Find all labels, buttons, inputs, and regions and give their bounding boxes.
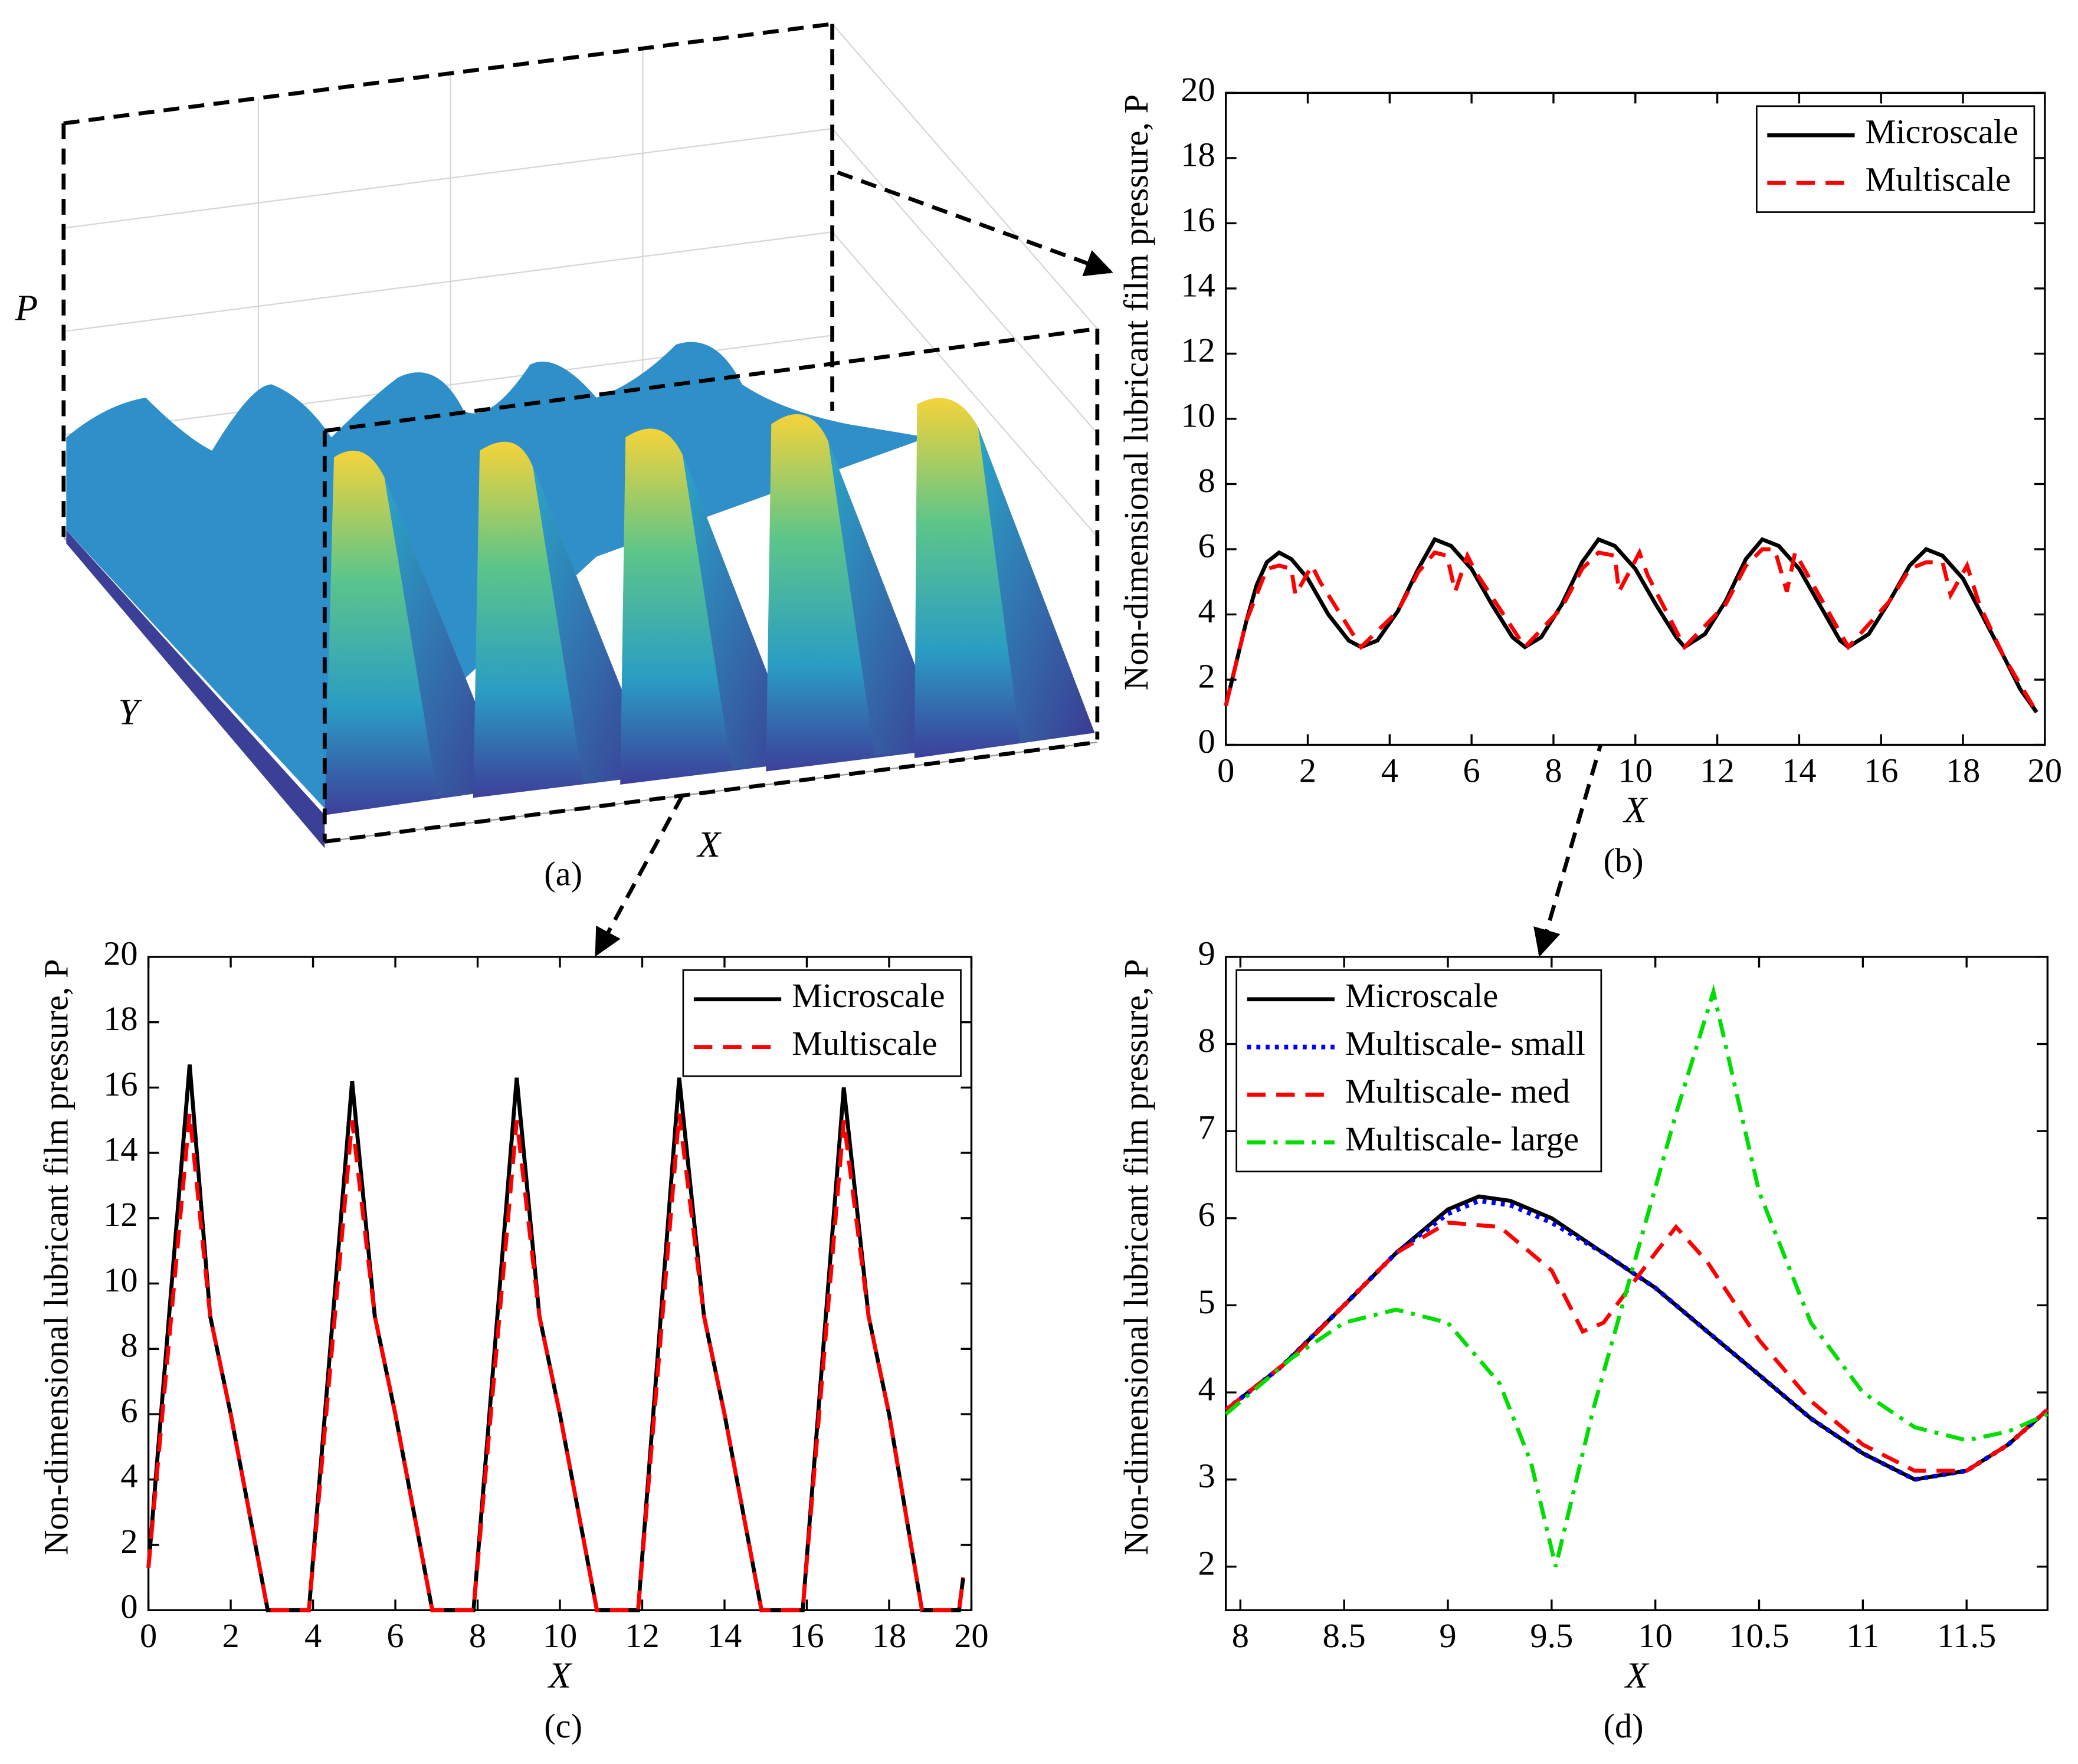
y-tick-label: 18 <box>103 999 137 1038</box>
x-tick-label: 11.5 <box>1937 1617 1996 1655</box>
series-line <box>1224 537 2038 714</box>
y-tick-label: 2 <box>1198 1544 1215 1582</box>
x-tick-label: 14 <box>707 1617 742 1655</box>
y-tick-label: 7 <box>1198 1109 1215 1147</box>
legend-label: Microscale <box>792 976 945 1015</box>
y-tick-label: 3 <box>1198 1457 1215 1495</box>
series-group <box>146 1064 965 1612</box>
legend-box <box>1755 105 2036 213</box>
z-axis-label: P <box>15 287 38 328</box>
y-tick-label: 2 <box>1198 657 1215 695</box>
legend: Microscale Multiscale- small Multiscale- m… <box>1235 969 1602 1173</box>
legend: Microscale Multiscale <box>682 969 962 1077</box>
y-axis-label: Non-dimensional lubricant film pressure,… <box>37 959 75 1555</box>
x-tick-label: 12 <box>1700 751 1734 789</box>
legend-label: Multiscale <box>1866 160 2011 199</box>
legend-label: Multiscale- large <box>1345 1120 1579 1158</box>
y-tick-label: 18 <box>1181 135 1215 173</box>
y-tick-label: 20 <box>103 934 137 972</box>
legend-label: Microscale <box>1345 976 1498 1015</box>
legend-label: Multiscale <box>792 1024 937 1063</box>
legend-box <box>1235 969 1602 1173</box>
x-tick-label: 10.5 <box>1729 1617 1789 1655</box>
x-tick-label: 9 <box>1439 1617 1456 1655</box>
y-axis-label: Y <box>118 691 142 733</box>
series-line <box>1224 1220 2049 1473</box>
series-line <box>146 1113 965 1612</box>
x-tick-label: 6 <box>386 1617 404 1655</box>
x-tick-label: 2 <box>222 1617 239 1655</box>
x-axis-label: X <box>1624 1655 1650 1696</box>
y-tick-label: 10 <box>1181 396 1215 434</box>
panel-a-surface <box>61 22 1100 848</box>
x-tick-label: 20 <box>2028 751 2062 789</box>
x-tick-label: 16 <box>1864 751 1898 789</box>
x-tick-label: 8 <box>1232 1617 1249 1655</box>
x-tick-label: 11 <box>1846 1617 1879 1655</box>
y-tick-label: 12 <box>103 1195 137 1234</box>
y-tick-label: 14 <box>1181 265 1215 304</box>
y-tick-label: 14 <box>103 1130 137 1169</box>
y-tick-label: 8 <box>1198 461 1215 500</box>
y-tick-label: 2 <box>120 1522 137 1560</box>
x-tick-label: 12 <box>625 1617 659 1655</box>
x-tick-label: 8 <box>1545 751 1562 789</box>
x-tick-label: 18 <box>872 1617 906 1655</box>
y-tick-label: 4 <box>120 1457 137 1495</box>
legend-box <box>682 969 962 1077</box>
x-tick-label: 18 <box>1946 751 1980 789</box>
series-line <box>1224 547 2038 713</box>
x-tick-label: 8.5 <box>1323 1617 1366 1655</box>
x-tick-label: 10 <box>543 1617 577 1655</box>
legend-label: Multiscale- small <box>1345 1024 1585 1063</box>
y-axis-label: Non-dimensional lubricant film pressure,… <box>1117 94 1155 690</box>
series-line <box>1224 983 2048 1568</box>
y-tick-label: 12 <box>1181 331 1215 369</box>
x-tick-label: 10 <box>1618 751 1653 789</box>
y-axis-label: Non-dimensional lubricant film pressure,… <box>1117 959 1155 1555</box>
y-tick-label: 16 <box>103 1065 137 1103</box>
x-tick-label: 6 <box>1463 751 1480 789</box>
series-group <box>1224 983 2049 1568</box>
x-tick-label: 0 <box>140 1617 157 1655</box>
x-tick-label: 16 <box>789 1617 824 1655</box>
y-tick-label: 8 <box>1198 1021 1215 1060</box>
y-tick-label: 4 <box>1198 1370 1215 1408</box>
caption: (c) <box>544 1707 582 1745</box>
y-tick-label: 5 <box>1198 1283 1215 1321</box>
y-tick-label: 9 <box>1198 934 1215 972</box>
x-tick-label: 9.5 <box>1530 1617 1573 1655</box>
y-tick-label: 6 <box>1198 1195 1215 1234</box>
x-axis-label: X <box>547 1655 573 1696</box>
x-tick-label: 4 <box>1381 751 1398 789</box>
y-tick-label: 8 <box>120 1326 137 1365</box>
x-tick-label: 2 <box>1299 751 1316 789</box>
y-tick-label: 10 <box>103 1261 137 1299</box>
x-tick-label: 4 <box>304 1617 322 1655</box>
legend-label: Multiscale- med <box>1345 1072 1570 1110</box>
y-tick-label: 20 <box>1181 70 1215 109</box>
y-tick-label: 16 <box>1181 201 1215 239</box>
x-tick-label: 0 <box>1217 751 1234 789</box>
legend-label: Microscale <box>1866 113 2018 151</box>
x-tick-label: 8 <box>469 1617 486 1655</box>
x-axis-label: X <box>1623 789 1648 831</box>
caption: (a) <box>544 855 582 893</box>
x-tick-label: 20 <box>954 1617 988 1655</box>
x-axis-label: X <box>696 824 722 865</box>
series-group <box>1224 537 2038 714</box>
legend: Microscale Multiscale <box>1755 105 2036 213</box>
caption: (d) <box>1604 1707 1644 1745</box>
caption: (b) <box>1604 841 1644 880</box>
x-tick-label: 14 <box>1782 751 1816 789</box>
y-tick-label: 4 <box>1198 592 1215 630</box>
x-tick-label: 10 <box>1638 1617 1672 1655</box>
y-tick-label: 0 <box>120 1588 137 1626</box>
y-tick-label: 6 <box>1198 526 1215 565</box>
y-tick-label: 6 <box>120 1391 137 1429</box>
y-tick-label: 0 <box>1198 722 1215 760</box>
